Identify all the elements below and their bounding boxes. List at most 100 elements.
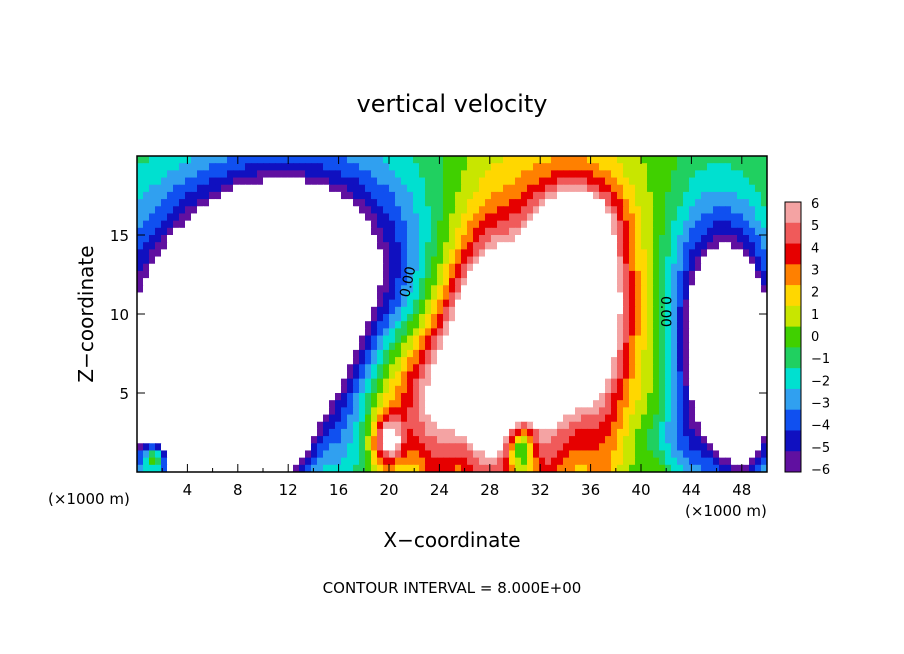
heatmap-cell <box>305 184 312 193</box>
heatmap-cell <box>395 393 402 401</box>
heatmap-cell <box>437 306 444 315</box>
colorbar-label: −4 <box>811 419 830 434</box>
heatmap-cell <box>383 314 390 322</box>
heatmap-cell <box>389 450 396 459</box>
heatmap-cell <box>617 436 624 444</box>
heatmap-cell <box>467 357 474 365</box>
contour-label: 0.00 <box>397 265 419 299</box>
heatmap-cell <box>497 357 504 365</box>
heatmap-cell <box>269 464 276 472</box>
heatmap-cell <box>293 292 300 301</box>
heatmap-cell <box>725 450 732 459</box>
heatmap-cell <box>257 199 264 207</box>
heatmap-cell <box>653 364 660 373</box>
heatmap-cell <box>395 378 402 387</box>
heatmap-cell <box>287 342 294 351</box>
heatmap-cell <box>563 184 570 193</box>
heatmap-cell <box>359 393 366 401</box>
heatmap-cell <box>305 407 312 416</box>
heatmap-cell <box>641 199 648 207</box>
heatmap-cell <box>179 450 186 459</box>
heatmap-cell <box>701 400 708 408</box>
heatmap-cell <box>749 378 756 387</box>
heatmap-cell <box>539 393 546 401</box>
heatmap-cell <box>677 156 684 164</box>
heatmap-cell <box>497 156 504 164</box>
heatmap-cell <box>467 256 474 265</box>
heatmap-cell <box>251 457 258 466</box>
heatmap-cell <box>233 170 240 179</box>
heatmap-cell <box>725 457 732 466</box>
heatmap-cell <box>395 321 402 329</box>
heatmap-cell <box>497 177 504 186</box>
heatmap-cell <box>371 414 378 423</box>
heatmap-cell <box>455 213 462 222</box>
heatmap-cell <box>491 213 498 222</box>
heatmap-cell <box>167 421 174 430</box>
heatmap-cell <box>305 457 312 466</box>
heatmap-cell <box>167 400 174 408</box>
heatmap-cell <box>611 163 618 171</box>
heatmap-cell <box>155 163 162 171</box>
heatmap-cell <box>365 450 372 459</box>
heatmap-cell <box>239 206 246 215</box>
heatmap-cell <box>359 184 366 193</box>
heatmap-cell <box>677 191 684 200</box>
heatmap-cell <box>389 249 396 258</box>
heatmap-cell <box>299 364 306 373</box>
heatmap-cell <box>371 299 378 308</box>
heatmap-cell <box>197 285 204 294</box>
heatmap-cell <box>539 213 546 222</box>
heatmap-cell <box>227 156 234 164</box>
heatmap-cell <box>473 364 480 373</box>
heatmap-cell <box>227 206 234 215</box>
heatmap-cell <box>359 428 366 437</box>
heatmap-cell <box>617 378 624 387</box>
heatmap-cell <box>395 299 402 308</box>
heatmap-cell <box>281 400 288 408</box>
heatmap-cell <box>251 414 258 423</box>
heatmap-cell <box>659 357 666 365</box>
heatmap-cell <box>755 407 762 416</box>
heatmap-cell <box>659 407 666 416</box>
heatmap-cell <box>551 450 558 459</box>
heatmap-cell <box>599 414 606 423</box>
heatmap-cell <box>761 256 767 265</box>
heatmap-cell <box>167 357 174 365</box>
heatmap-cell <box>743 457 750 466</box>
heatmap-cell <box>761 285 767 294</box>
heatmap-cell <box>209 285 216 294</box>
heatmap-cell <box>599 400 606 408</box>
heatmap-cell <box>377 371 384 380</box>
heatmap-cell <box>671 220 678 229</box>
heatmap-cell <box>155 450 162 459</box>
heatmap-cell <box>287 443 294 452</box>
heatmap-cell <box>335 170 342 179</box>
heatmap-cell <box>407 450 414 459</box>
heatmap-cell <box>299 235 306 243</box>
heatmap-cell <box>755 464 762 472</box>
heatmap-cell <box>431 156 438 164</box>
heatmap-cell <box>215 163 222 171</box>
heatmap-cell <box>611 227 618 236</box>
heatmap-cell <box>353 328 360 337</box>
heatmap-cell <box>647 407 654 416</box>
heatmap-cell <box>281 199 288 207</box>
heatmap-cell <box>233 191 240 200</box>
heatmap-cell <box>659 177 666 186</box>
heatmap-cell <box>419 177 426 186</box>
heatmap-cell <box>209 371 216 380</box>
heatmap-cell <box>683 421 690 430</box>
heatmap-cell <box>737 393 744 401</box>
heatmap-cell <box>605 378 612 387</box>
heatmap-cell <box>593 314 600 322</box>
heatmap-cell <box>227 335 234 344</box>
heatmap-cell <box>629 378 636 387</box>
heatmap-cell <box>659 191 666 200</box>
heatmap-cell <box>515 335 522 344</box>
heatmap-cell <box>683 156 690 164</box>
heatmap-cell <box>383 357 390 365</box>
heatmap-cell <box>755 385 762 394</box>
heatmap-cell <box>569 357 576 365</box>
heatmap-cell <box>407 436 414 444</box>
